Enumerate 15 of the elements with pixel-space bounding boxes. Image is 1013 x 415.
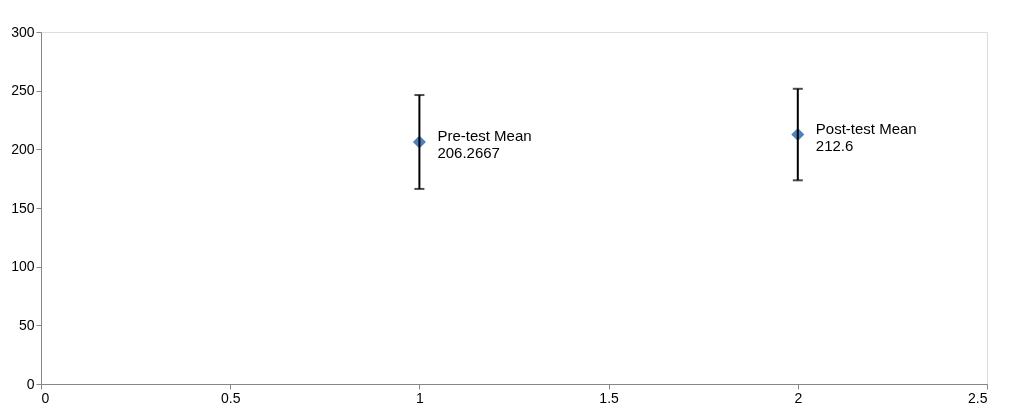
x-tick-label: 0.5: [220, 389, 241, 406]
y-tick-label: 150: [11, 199, 35, 216]
y-tick-label: 200: [11, 140, 35, 157]
x-tick-label: 2.5: [968, 389, 988, 406]
x-tick-label: 0: [41, 389, 50, 406]
annotation: Pre-test Mean 206.2667: [437, 126, 532, 161]
y-tick-label: 250: [11, 82, 35, 99]
y-tick-label: 300: [11, 23, 35, 40]
x-tick-label: 2: [794, 389, 803, 406]
x-tick-label: 1.5: [599, 389, 620, 406]
annotation: Post-test Mean 212.6: [815, 119, 917, 154]
x-tick-label: 1: [416, 389, 424, 406]
y-tick-label: 0: [26, 375, 35, 392]
y-tick-label: 100: [11, 258, 35, 275]
y-tick-label: 50: [18, 316, 35, 333]
